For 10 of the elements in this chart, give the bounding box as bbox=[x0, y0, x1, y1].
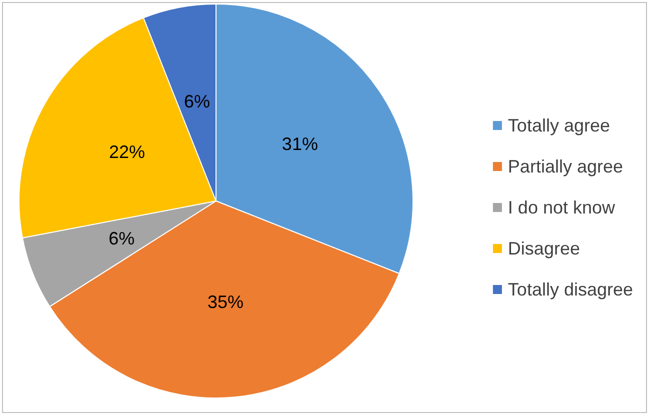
legend-label: Partially agree bbox=[508, 156, 623, 176]
data-label: 31% bbox=[282, 134, 318, 154]
data-label: 35% bbox=[208, 292, 244, 312]
legend-label: Disagree bbox=[508, 238, 580, 258]
data-label: 6% bbox=[108, 228, 135, 248]
legend-label: Totally agree bbox=[508, 116, 610, 136]
legend-label: I do not know bbox=[508, 198, 616, 218]
legend-label: Totally disagree bbox=[508, 280, 634, 300]
data-label: 22% bbox=[109, 142, 146, 162]
data-label: 6% bbox=[184, 91, 210, 112]
